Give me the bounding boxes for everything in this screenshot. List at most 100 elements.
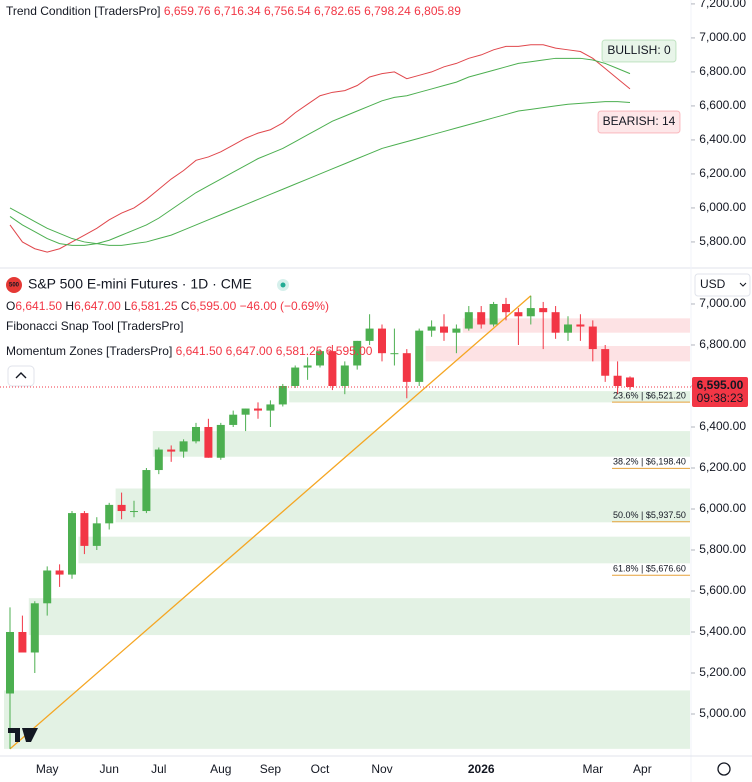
- y-tick-label: 5,600.00: [699, 583, 746, 597]
- candle-body: [576, 324, 585, 327]
- indicator-title: Fibonacci Snap Tool [TradersPro]: [6, 319, 183, 333]
- candle-body: [390, 353, 399, 355]
- indicator-name: Momentum Zones [TradersPro]: [6, 344, 172, 358]
- candle-body: [142, 470, 151, 512]
- candle-body: [167, 449, 176, 452]
- collapse-icon: [15, 372, 27, 379]
- y-tick-label: 6,200.00: [699, 460, 746, 474]
- candle-body: [216, 424, 225, 458]
- momentum-zone: [78, 536, 690, 564]
- candle-body: [254, 408, 262, 411]
- candle-body: [6, 631, 14, 694]
- ribbon-line: [9, 57, 631, 246]
- candle-body: [241, 408, 250, 415]
- ohlc-value: 6,581.25: [131, 299, 178, 313]
- symbol-badge-label: 500: [9, 283, 20, 289]
- candle-body: [130, 511, 138, 513]
- status-dot-core: [280, 282, 286, 288]
- y-tick-label: 6,400.00: [699, 132, 746, 146]
- candle-body: [229, 414, 238, 425]
- ribbon-line: [9, 44, 631, 253]
- candle-body: [539, 308, 548, 313]
- momentum-zone: [289, 391, 690, 403]
- candle-body: [30, 603, 39, 653]
- indicator-value: 6,716.34: [214, 4, 261, 18]
- candle-body: [353, 340, 362, 366]
- candle-body: [526, 308, 535, 317]
- candle-body: [80, 513, 89, 546]
- y-tick-label: 6,000.00: [699, 200, 746, 214]
- candle-body: [204, 426, 213, 458]
- candle-body: [601, 349, 610, 376]
- candle-body: [303, 365, 312, 368]
- momentum-zone: [28, 598, 691, 636]
- trend-badge: [601, 39, 677, 63]
- y-tick-label: 6,200.00: [699, 166, 746, 180]
- ohlc-legend: O6,641.50 H6,647.00 L6,581.25 C6,595.00 …: [6, 299, 329, 313]
- candle-body: [117, 504, 126, 512]
- zones: [4, 318, 691, 749]
- y-tick-label: 6,400.00: [699, 419, 746, 433]
- y-tick-label: 5,800.00: [699, 234, 746, 248]
- y-tick-label: 5,000.00: [699, 706, 746, 720]
- y-tick-label: 7,000.00: [699, 30, 746, 44]
- momentum-zone: [4, 690, 690, 749]
- ohlc-key: L: [124, 299, 131, 313]
- ohlc-value: 6,595.00: [190, 299, 237, 313]
- candle-body: [402, 353, 411, 382]
- y-tick-label: 6,000.00: [699, 501, 746, 515]
- ohlc-change: −46.00 (−0.69%): [240, 299, 329, 313]
- candle-body: [340, 365, 349, 386]
- momentum-zone: [425, 346, 690, 362]
- indicator-value: 6,805.89: [414, 4, 461, 18]
- ohlc-key: H: [65, 299, 74, 313]
- countdown-label: 09:38:23: [697, 391, 744, 405]
- x-tick-label: May: [36, 762, 59, 776]
- indicator-name: Fibonacci Snap Tool [TradersPro]: [6, 319, 183, 333]
- x-tick-label: Oct: [311, 762, 330, 776]
- candle-body: [427, 326, 436, 331]
- last-price-label: 6,595.00: [697, 378, 744, 392]
- y-tick-label: 5,800.00: [699, 542, 746, 556]
- y-tick-label: 6,800.00: [699, 337, 746, 351]
- ohlc-key: C: [181, 299, 190, 313]
- currency-label: USD: [700, 277, 726, 291]
- brand-logo: [8, 728, 38, 742]
- ohlc-value: 6,647.00: [74, 299, 121, 313]
- candle-body: [365, 328, 374, 341]
- momentum-zone: [152, 431, 691, 457]
- symbol-badge: [6, 277, 22, 293]
- candle-body: [588, 326, 597, 350]
- trend-badge: [597, 110, 681, 134]
- candle-body: [328, 351, 337, 386]
- candle-body: [154, 449, 163, 471]
- trend-badge-label: BULLISH: 0: [607, 43, 671, 57]
- candle-body: [477, 312, 486, 325]
- indicator-value: 6,641.50 6,647.00 6,581.25 6,595.00: [176, 344, 373, 358]
- candle-body: [179, 441, 188, 452]
- indicator-value: 6,798.24: [364, 4, 411, 18]
- collapse-button[interactable]: [7, 365, 35, 387]
- x-tick-label: Jul: [151, 762, 166, 776]
- y-tick-label: 6,800.00: [699, 64, 746, 78]
- x-tick-label: Sep: [260, 762, 282, 776]
- x-tick-label: Jun: [100, 762, 119, 776]
- symbol-title: S&P 500 E-mini Futures · 1D · CME: [28, 276, 252, 292]
- settings-icon[interactable]: [717, 762, 731, 776]
- candle-body: [613, 375, 622, 386]
- y-tick-label: 6,600.00: [699, 98, 746, 112]
- ui: 7,200.00 7,000.00 6,800.00 6,600.00 6,400.00…: [6, 0, 751, 776]
- indicator-title: Momentum Zones [TradersPro] 6,641.50 6,6…: [6, 344, 373, 358]
- candle-body: [378, 328, 386, 354]
- currency-select[interactable]: [694, 273, 751, 297]
- candle-body: [489, 303, 498, 325]
- candle-body: [415, 330, 424, 382]
- indicator-value: 6,659.76: [164, 4, 211, 18]
- ohlc-key: O: [6, 299, 15, 313]
- candle-body: [626, 377, 634, 388]
- candle-body: [266, 404, 275, 411]
- candle-body: [18, 631, 27, 653]
- x-tick-label: Aug: [210, 762, 231, 776]
- y-tick-label: 7,000.00: [699, 296, 746, 310]
